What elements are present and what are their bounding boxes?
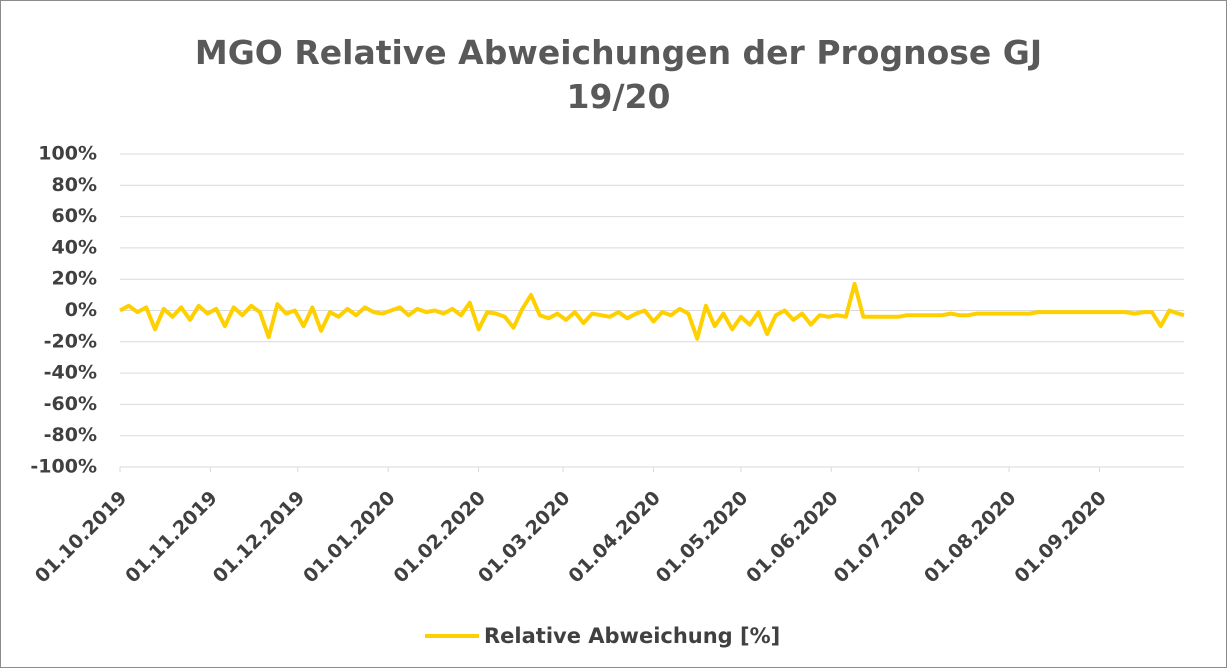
y-tick-label: 40% — [52, 236, 97, 258]
x-tick-label: 01.12.2019 — [209, 487, 310, 588]
x-tick-label: 01.11.2019 — [121, 487, 222, 588]
x-tick-label: 01.09.2020 — [1010, 487, 1111, 588]
y-tick-label: -60% — [44, 393, 97, 415]
x-tick-label: 01.08.2020 — [920, 487, 1021, 588]
x-tick-label: 01.05.2020 — [652, 487, 753, 588]
y-tick-label: 60% — [52, 205, 97, 227]
x-tick-label: 01.04.2020 — [564, 487, 665, 588]
y-tick-label: -80% — [44, 424, 97, 446]
legend-label: Relative Abweichung [%] — [484, 624, 780, 648]
y-tick-label: 100% — [38, 143, 97, 165]
y-tick-label: 0% — [65, 299, 97, 321]
x-tick-label: 01.01.2020 — [299, 487, 400, 588]
x-tick-label: 01.06.2020 — [742, 487, 843, 588]
y-tick-label: -100% — [30, 456, 97, 478]
x-tick-label: 01.10.2019 — [31, 487, 132, 588]
x-tick-label: 01.07.2020 — [830, 487, 931, 588]
chart-title: MGO Relative Abweichungen der Prognose G… — [194, 33, 1043, 116]
y-tick-label: -40% — [44, 362, 97, 384]
data-line — [119, 281, 1185, 341]
y-tick-label: 20% — [52, 268, 97, 290]
y-tick-label: -20% — [44, 330, 97, 352]
y-tick-label: 80% — [52, 174, 97, 196]
